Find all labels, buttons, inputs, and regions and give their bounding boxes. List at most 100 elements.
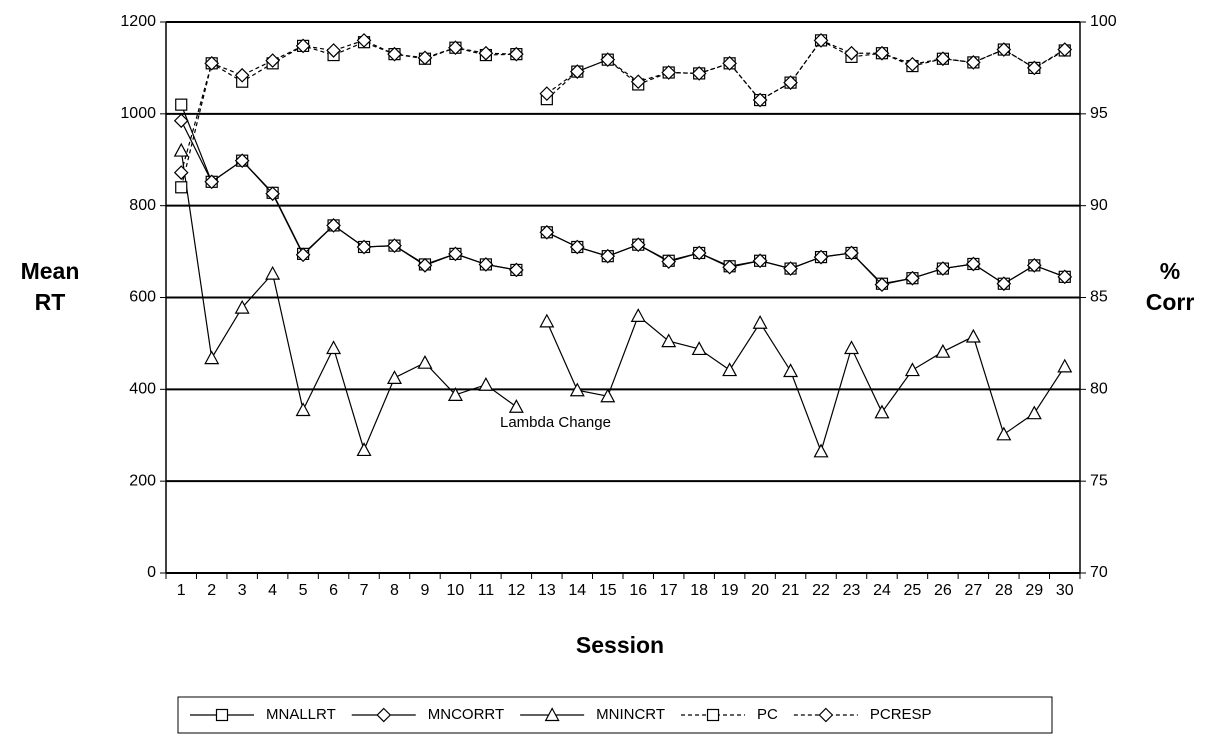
data-point xyxy=(569,64,585,79)
data-point xyxy=(204,55,220,71)
data-point xyxy=(783,363,799,378)
x-tick-label: 12 xyxy=(507,582,525,599)
data-point xyxy=(661,333,677,348)
data-point xyxy=(935,51,951,67)
x-tick-label: 2 xyxy=(207,582,216,599)
data-point xyxy=(691,341,707,356)
data-point xyxy=(508,399,524,413)
x-tick-label: 29 xyxy=(1025,582,1043,599)
data-point xyxy=(691,66,707,81)
data-point xyxy=(813,33,829,48)
data-point xyxy=(996,276,1012,292)
x-tick-label: 20 xyxy=(751,582,769,599)
legend-label: MNALLRT xyxy=(266,706,336,723)
data-point xyxy=(905,270,920,286)
data-point xyxy=(661,65,677,80)
data-point xyxy=(996,42,1012,57)
y-axis-title-line1: Mean xyxy=(21,258,80,284)
data-point xyxy=(813,249,829,265)
data-point xyxy=(996,426,1012,441)
y-tick-label: 800 xyxy=(129,197,156,214)
legend-box xyxy=(177,696,1053,734)
data-point xyxy=(905,56,920,72)
data-point xyxy=(874,277,890,292)
data-point xyxy=(356,239,372,255)
data-point xyxy=(539,313,555,328)
data-point xyxy=(265,265,281,280)
data-point xyxy=(722,55,737,71)
data-point xyxy=(843,340,860,355)
data-point xyxy=(175,181,188,194)
data-point xyxy=(478,376,494,391)
data-point xyxy=(569,382,585,397)
y2-tick-label: 95 xyxy=(1090,105,1108,122)
data-point xyxy=(173,113,189,129)
data-point xyxy=(722,362,738,377)
data-point xyxy=(600,52,616,68)
data-point xyxy=(661,254,677,270)
legend-marker xyxy=(376,707,392,723)
data-point xyxy=(691,245,707,261)
data-point xyxy=(509,46,524,62)
data-point xyxy=(448,246,463,262)
data-point xyxy=(1057,42,1073,57)
series-line xyxy=(180,150,1066,454)
x-tick-label: 30 xyxy=(1056,582,1074,599)
data-point xyxy=(386,370,403,384)
data-point xyxy=(813,443,829,458)
x-tick-label: 21 xyxy=(782,582,800,599)
legend-marker xyxy=(818,707,834,723)
data-point xyxy=(630,74,646,90)
y-tick-label: 0 xyxy=(147,564,156,581)
data-point xyxy=(265,53,280,68)
x-tick-label: 6 xyxy=(329,582,338,599)
y2-axis-title-line1: % xyxy=(1160,258,1180,284)
x-tick-label: 1 xyxy=(177,582,186,599)
data-point xyxy=(326,218,341,233)
data-point xyxy=(173,142,189,157)
data-point xyxy=(509,262,524,278)
legend-marker xyxy=(706,708,720,722)
data-point xyxy=(234,153,250,169)
legend-label: MNCORRT xyxy=(428,706,504,723)
data-point xyxy=(844,45,859,61)
data-point xyxy=(234,299,250,314)
y2-tick-label: 90 xyxy=(1090,197,1108,214)
data-point xyxy=(448,40,463,56)
data-point xyxy=(234,67,250,83)
x-tick-label: 16 xyxy=(629,582,647,599)
x-tick-label: 25 xyxy=(904,582,922,599)
data-point xyxy=(326,340,342,355)
data-point xyxy=(966,256,981,272)
y2-tick-label: 85 xyxy=(1090,289,1108,306)
data-point xyxy=(569,239,585,255)
data-point xyxy=(295,402,311,417)
data-point xyxy=(1057,358,1073,373)
y-axis-title-line2: RT xyxy=(35,289,66,315)
data-point xyxy=(175,98,188,111)
data-point xyxy=(600,248,616,264)
data-point xyxy=(1026,258,1042,273)
data-point xyxy=(600,388,616,403)
data-point xyxy=(752,314,768,329)
data-point xyxy=(935,261,951,276)
data-point xyxy=(356,442,372,457)
x-tick-label: 14 xyxy=(568,582,586,599)
data-point xyxy=(965,328,981,343)
data-point xyxy=(630,237,646,253)
x-tick-label: 9 xyxy=(421,582,430,599)
x-tick-label: 19 xyxy=(721,582,739,599)
data-point xyxy=(173,165,189,180)
data-point xyxy=(1026,405,1042,420)
x-tick-label: 26 xyxy=(934,582,952,599)
data-point xyxy=(1026,60,1042,76)
y2-tick-label: 100 xyxy=(1090,13,1117,30)
x-tick-label: 17 xyxy=(660,582,678,599)
data-point xyxy=(265,186,280,202)
data-point xyxy=(783,261,798,276)
y2-axis-title-line2: Corr xyxy=(1146,289,1195,315)
data-point xyxy=(539,86,555,101)
y-tick-label: 1200 xyxy=(120,13,156,30)
y-tick-label: 400 xyxy=(129,381,156,398)
